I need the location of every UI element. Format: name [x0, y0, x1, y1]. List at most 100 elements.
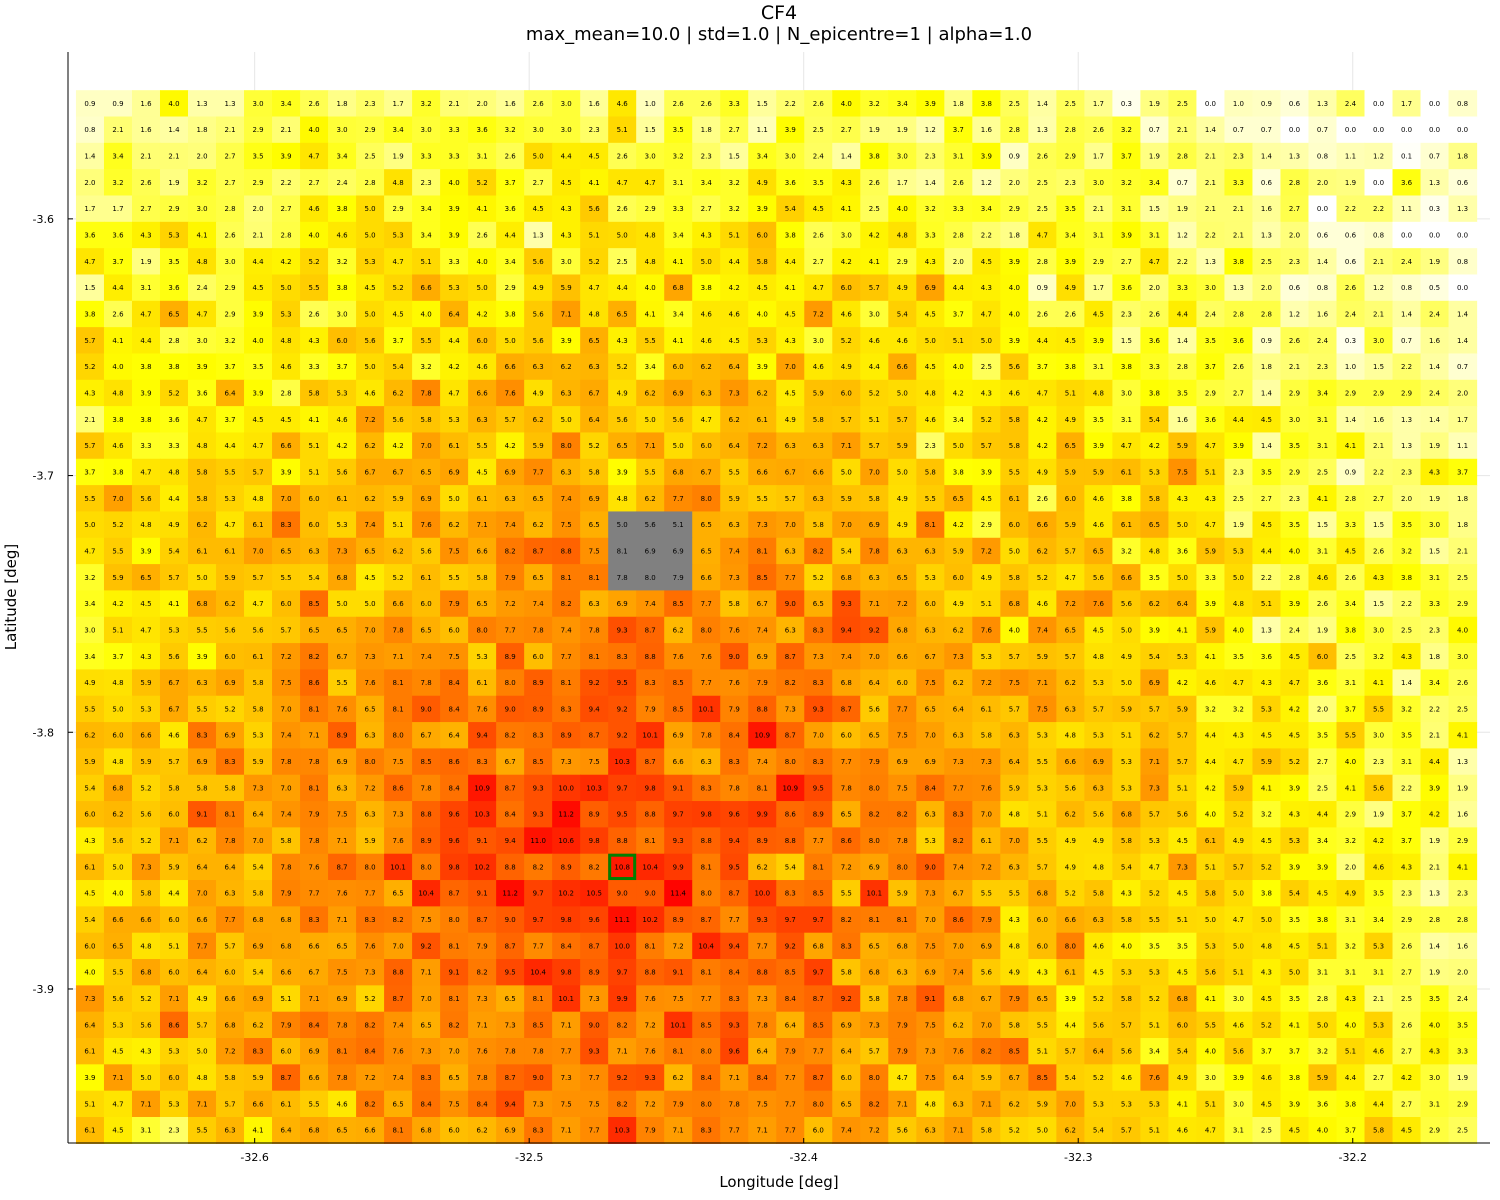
cell-value-label: 1.2 [1177, 231, 1188, 239]
heatmap-cell [272, 169, 301, 197]
heatmap-cell [1056, 274, 1085, 302]
cell-value-label: 2.4 [1401, 258, 1413, 266]
heatmap-cell [944, 142, 973, 170]
cell-value-label: 5.0 [1233, 890, 1244, 898]
heatmap-cell [131, 195, 161, 223]
heatmap-cell [300, 116, 329, 144]
cell-value-label: 0.0 [1373, 100, 1384, 108]
cell-value-label: 5.3 [1205, 942, 1216, 950]
cell-value-label: 6.1 [224, 547, 235, 555]
cell-value-label: 3.8 [505, 310, 516, 318]
heatmap-cell [860, 221, 889, 249]
cell-value-label: 3.6 [1205, 416, 1217, 424]
cell-value-label: 7.3 [757, 521, 768, 529]
cell-value-label: 0.6 [1345, 258, 1357, 266]
cell-value-label: 8.1 [645, 942, 656, 950]
cell-value-label: 7.7 [785, 1127, 796, 1135]
heatmap-cell [580, 274, 609, 302]
cell-value-label: 8.3 [533, 1127, 544, 1135]
cell-value-label: 8.0 [393, 732, 404, 740]
cell-value-label: 5.8 [421, 416, 432, 424]
heatmap-cell [608, 90, 637, 118]
cell-value-label: 7.5 [449, 653, 460, 661]
cell-value-label: 5.0 [280, 284, 291, 292]
heatmap-cell [1280, 248, 1310, 276]
cell-value-label: 7.8 [421, 679, 432, 687]
cell-value-label: 6.0 [841, 389, 852, 397]
cell-value-label: 9.6 [449, 811, 461, 819]
cell-value-label: 3.9 [981, 468, 992, 476]
cell-value-label: 4.3 [561, 205, 572, 213]
heatmap-cell [1084, 90, 1113, 118]
cell-value-label: 6.2 [1065, 1127, 1076, 1135]
cell-value-label: 6.6 [224, 995, 236, 1003]
cell-value-label: 6.2 [757, 389, 768, 397]
cell-value-label: 4.5 [393, 310, 404, 318]
cell-value-label: 4.5 [1345, 547, 1356, 555]
cell-value-label: 5.0 [1037, 1127, 1048, 1135]
heatmap-cell [692, 274, 721, 302]
cell-value-label: 4.2 [1037, 416, 1048, 424]
cell-value-label: 3.5 [1289, 521, 1300, 529]
cell-value-label: 3.2 [1401, 547, 1412, 555]
cell-value-label: 5.4 [1121, 863, 1133, 871]
heatmap-cell [1196, 221, 1226, 249]
cell-value-label: 4.4 [140, 337, 152, 345]
cell-value-label: 5.4 [252, 863, 264, 871]
cell-value-label: 4.5 [477, 468, 488, 476]
heatmap-cell [692, 90, 721, 118]
heatmap-cell [131, 90, 161, 118]
cell-value-label: 2.1 [112, 126, 123, 134]
cell-value-label: 6.5 [589, 521, 600, 529]
cell-value-label: 1.2 [1373, 284, 1384, 292]
cell-value-label: 4.4 [252, 258, 264, 266]
cell-value-label: 2.8 [1177, 363, 1188, 371]
cell-value-label: 5.2 [813, 574, 824, 582]
cell-value-label: 4.0 [449, 179, 460, 187]
cell-value-label: 3.8 [1345, 626, 1356, 634]
cell-value-label: 5.1 [112, 626, 123, 634]
cell-value-label: 9.3 [617, 626, 628, 634]
cell-value-label: 4.7 [112, 1100, 123, 1108]
cell-value-label: 7.3 [925, 1048, 936, 1056]
cell-value-label: 4.3 [925, 258, 936, 266]
cell-value-label: 2.6 [1149, 310, 1161, 318]
heatmap-cell [188, 248, 217, 276]
cell-value-label: 7.4 [953, 863, 965, 871]
heatmap-cell [1336, 248, 1366, 276]
cell-value-label: 3.2 [1373, 653, 1384, 661]
heatmap-cell [748, 274, 777, 302]
cell-value-label: 4.6 [1009, 389, 1021, 397]
cell-value-label: 4.5 [925, 310, 936, 318]
cell-value-label: 5.3 [1121, 1100, 1132, 1108]
heatmap-cell [552, 248, 581, 276]
cell-value-label: 6.1 [1065, 969, 1076, 977]
cell-value-label: 6.8 [673, 284, 684, 292]
heatmap-cell [1336, 116, 1366, 144]
cell-value-label: 3.5 [168, 258, 179, 266]
cell-value-label: 5.7 [785, 495, 796, 503]
heatmap-cell [888, 142, 917, 170]
cell-value-label: 2.9 [1289, 468, 1300, 476]
cell-value-label: 5.4 [1065, 1074, 1077, 1082]
cell-value-label: 6.9 [925, 758, 936, 766]
cell-value-label: 7.0 [841, 521, 852, 529]
cell-value-label: 9.1 [196, 811, 207, 819]
cell-value-label: 8.3 [729, 758, 740, 766]
cell-value-label: 6.3 [785, 547, 796, 555]
cell-value-label: 7.5 [925, 679, 936, 687]
cell-value-label: 2.3 [1457, 890, 1468, 898]
cell-value-label: 5.9 [561, 284, 572, 292]
cell-value-label: 3.9 [1149, 626, 1160, 634]
cell-value-label: 4.5 [1289, 942, 1300, 950]
cell-value-label: 5.2 [1149, 890, 1160, 898]
cell-value-label: 10.3 [474, 811, 490, 819]
cell-value-label: 3.7 [1401, 811, 1412, 819]
cell-value-label: 8.3 [701, 1127, 712, 1135]
cell-value-label: 6.2 [252, 1021, 263, 1029]
cell-value-label: 4.3 [1009, 916, 1020, 924]
cell-value-label: 6.0 [841, 1074, 852, 1082]
cell-value-label: 3.2 [1261, 811, 1272, 819]
cell-value-label: 7.4 [757, 758, 769, 766]
cell-value-label: 3.3 [449, 258, 460, 266]
